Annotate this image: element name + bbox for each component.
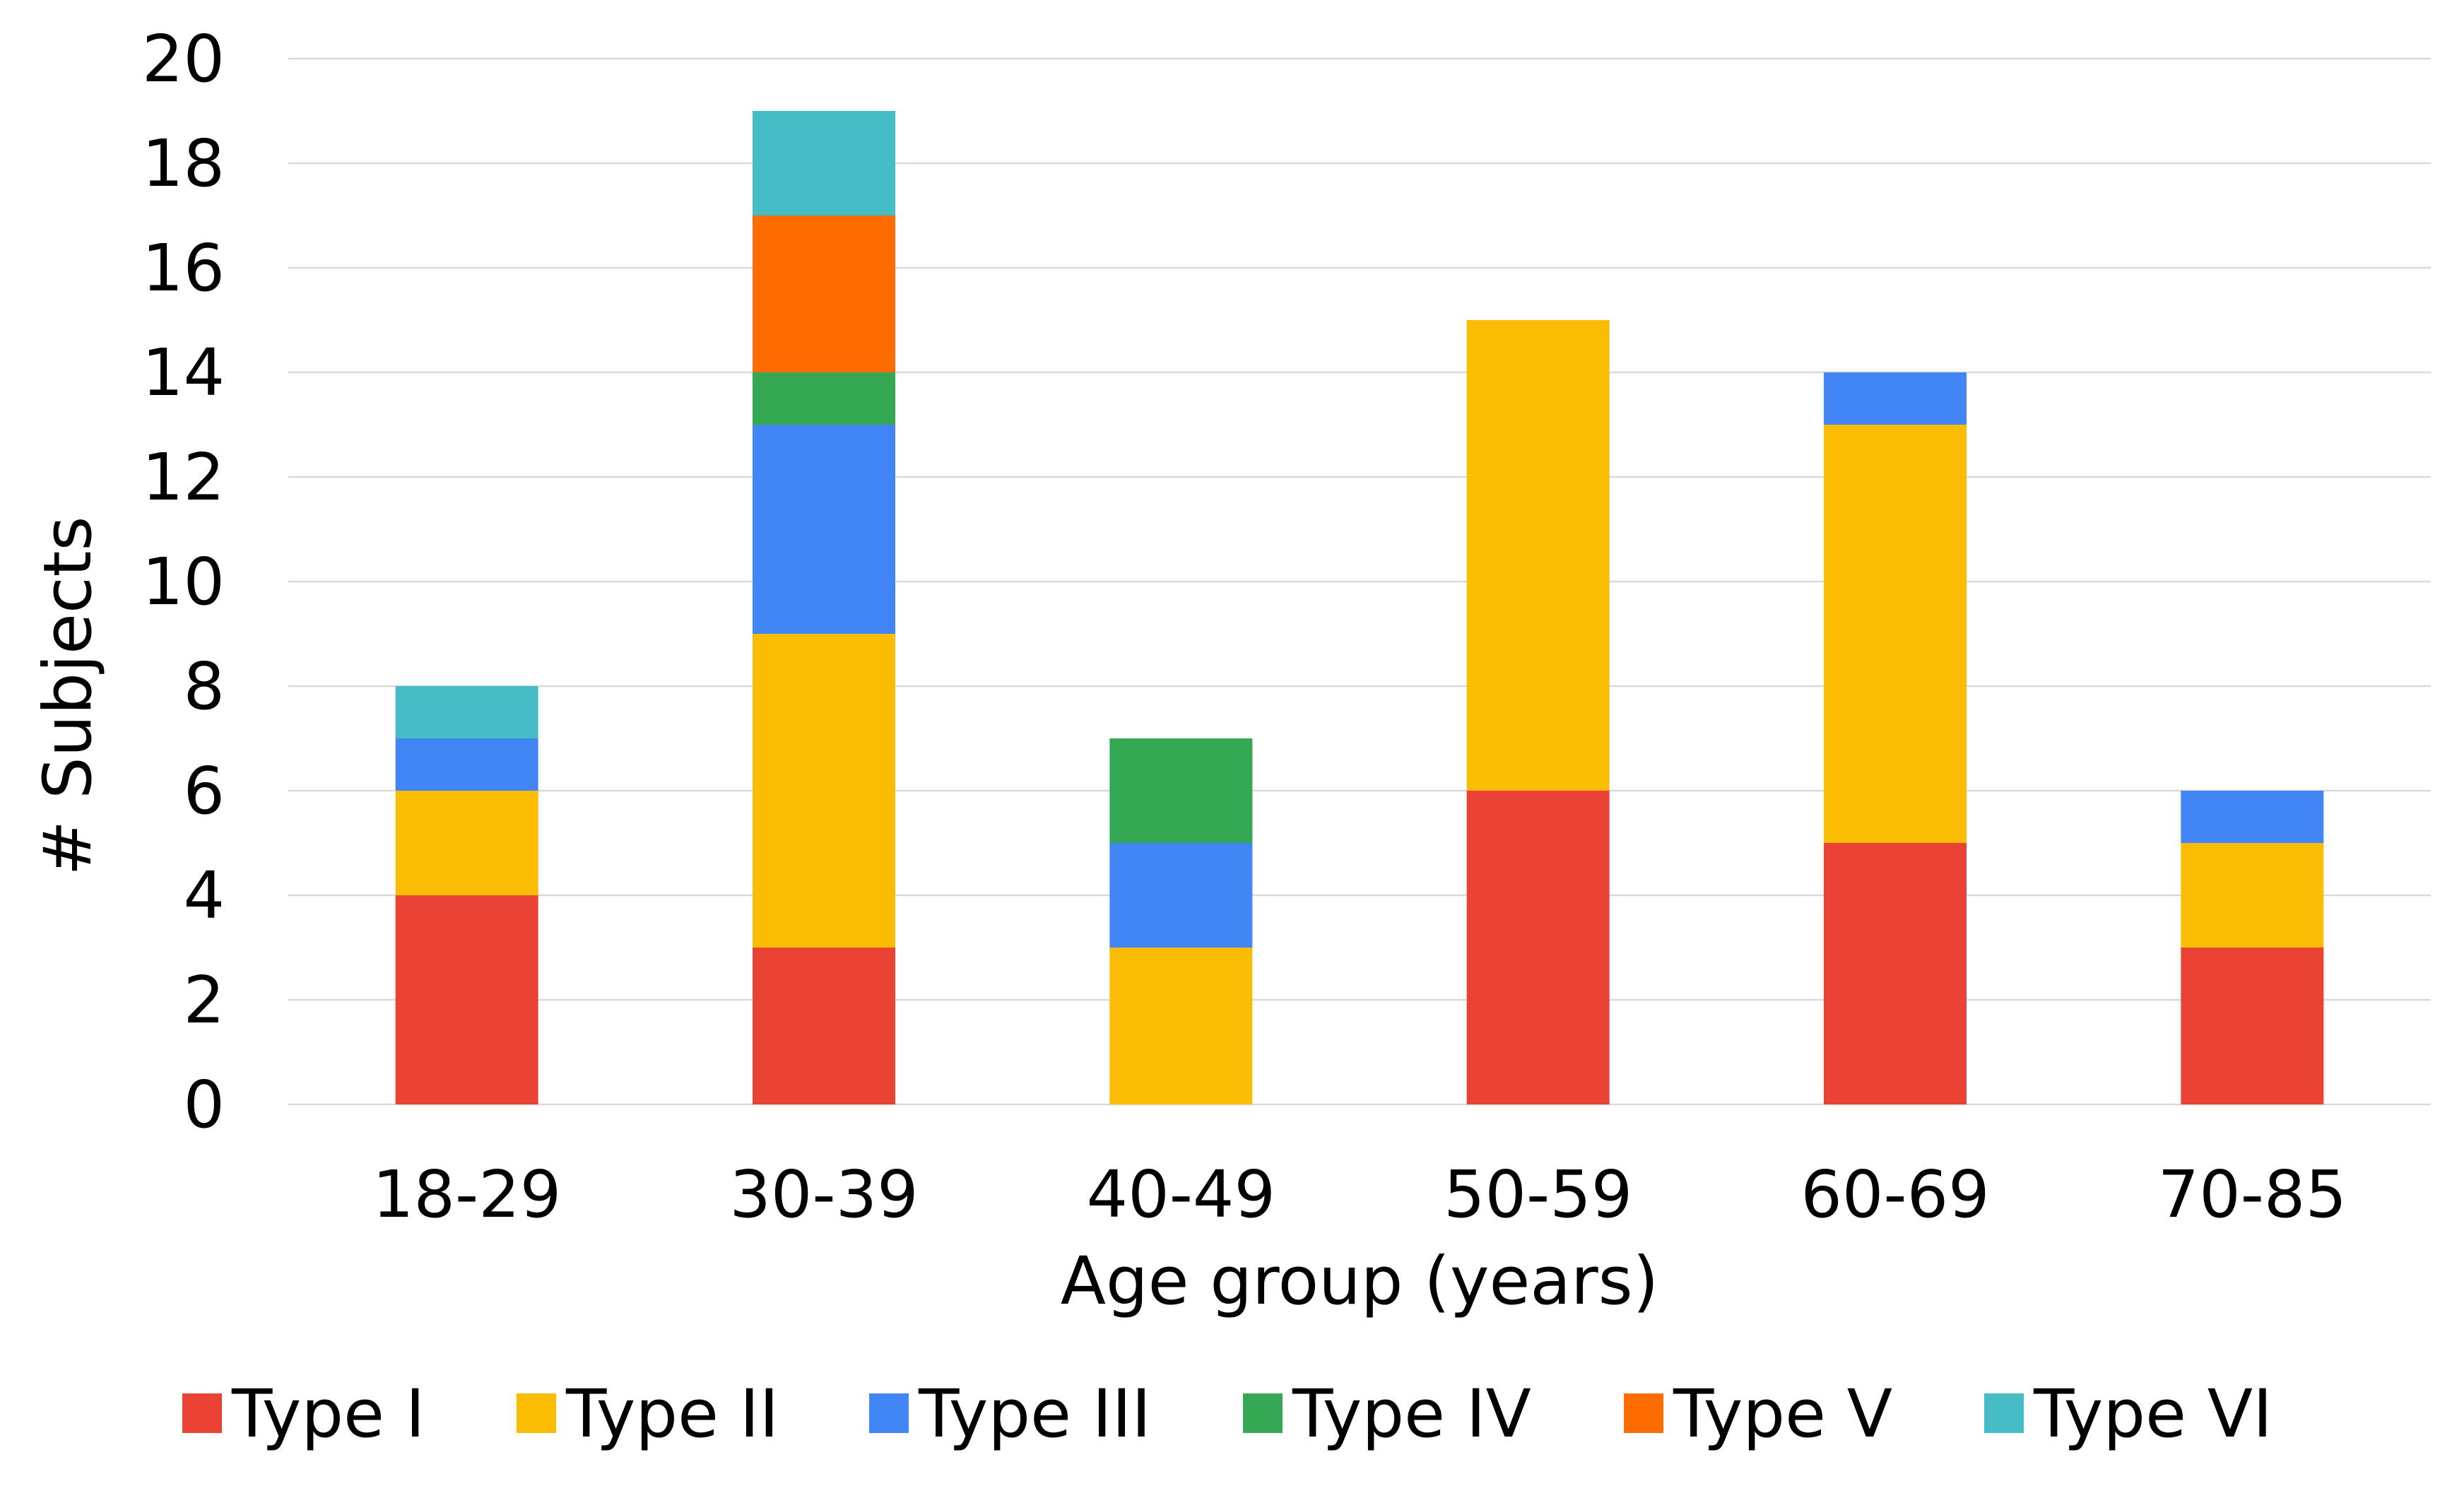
bar-segment-30-39-type-v: [753, 216, 895, 372]
y-tick-label: 0: [183, 1067, 225, 1143]
x-axis-ticks: 18-29 30-39 40-49 50-59 60-69 70-85: [372, 1157, 2347, 1232]
y-tick-label: 18: [142, 126, 225, 201]
bar-segment-70-85-type-i: [2181, 948, 2324, 1104]
bar-segment-30-39-type-i: [753, 948, 895, 1104]
y-tick-label: 6: [183, 753, 225, 829]
x-tick-label: 70-85: [2158, 1157, 2347, 1232]
bar-segment-60-69-type-iii: [1824, 372, 1967, 425]
bar-segment-18-29-type-vi: [395, 686, 538, 738]
bar-segment-70-85-type-iii: [2181, 791, 2324, 843]
x-tick-label: 40-49: [1087, 1157, 1275, 1232]
legend-label: Type VI: [2033, 1376, 2273, 1453]
y-axis-ticks: 0 2 4 6 8 10 12 14 16 18 20: [142, 21, 225, 1143]
x-tick-label: 60-69: [1800, 1157, 1989, 1232]
y-tick-label: 4: [183, 858, 225, 933]
bar-segment-30-39-type-vi: [753, 111, 895, 216]
y-tick-label: 14: [142, 335, 225, 411]
bar-segment-18-29-type-i: [395, 895, 538, 1104]
bar-segment-30-39-type-ii: [753, 634, 895, 948]
y-tick-label: 10: [142, 544, 225, 620]
y-tick-label: 8: [183, 649, 225, 724]
y-tick-label: 2: [183, 962, 225, 1038]
legend-swatch-type-v: [1624, 1393, 1663, 1433]
bar-segment-50-59-type-ii: [1466, 320, 1610, 791]
legend-label: Type IV: [1292, 1376, 1531, 1453]
y-axis-title: # Subjects: [30, 516, 107, 875]
legend-swatch-type-iii: [869, 1393, 909, 1433]
x-tick-label: 50-59: [1444, 1157, 1632, 1232]
bar-segment-60-69-type-ii: [1824, 425, 1967, 843]
y-tick-label: 20: [142, 21, 225, 97]
legend-label: Type I: [231, 1376, 425, 1453]
bar-segment-18-29-type-iii: [395, 738, 538, 791]
gridlines: [288, 57, 2431, 1106]
bar-segment-70-85-type-ii: [2181, 843, 2324, 948]
x-tick-label: 30-39: [729, 1157, 918, 1232]
bars: [395, 111, 2324, 1104]
y-tick-label: 12: [142, 440, 225, 515]
bar-segment-60-69-type-i: [1824, 843, 1967, 1104]
x-axis-title: Age group (years): [1061, 1243, 1659, 1320]
legend-label: Type II: [565, 1376, 779, 1453]
legend-swatch-type-iv: [1243, 1393, 1283, 1433]
bar-segment-40-49-type-iii: [1109, 843, 1253, 948]
bar-segment-30-39-type-iii: [753, 425, 895, 634]
y-tick-label: 16: [142, 230, 225, 306]
legend: Type I Type II Type III Type IV Type V Type V…: [182, 1376, 2273, 1453]
legend-swatch-type-i: [182, 1393, 222, 1433]
bar-segment-18-29-type-ii: [395, 791, 538, 895]
legend-label: Type III: [918, 1376, 1151, 1453]
x-tick-label: 18-29: [372, 1157, 561, 1232]
legend-swatch-type-vi: [1984, 1393, 2024, 1433]
bar-segment-50-59-type-i: [1466, 791, 1610, 1104]
bar-segment-40-49-type-iv: [1109, 738, 1253, 843]
legend-swatch-type-ii: [517, 1393, 556, 1433]
bar-segment-30-39-type-iv: [753, 372, 895, 425]
bar-segment-40-49-type-ii: [1109, 948, 1253, 1104]
legend-label: Type V: [1673, 1376, 1892, 1453]
